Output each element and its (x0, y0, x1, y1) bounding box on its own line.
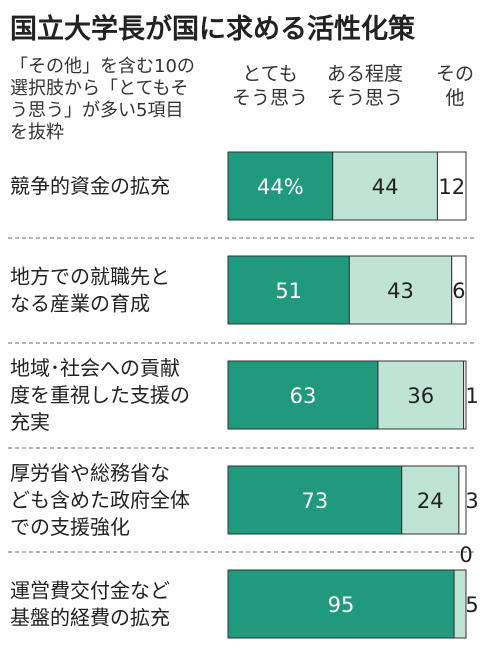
bar-2-seg-1 (377, 360, 465, 430)
bar-3-seg-2 (458, 465, 467, 535)
data-label-0-0: 44% (257, 175, 304, 199)
category-2-line-1: 度を重視した支援の (10, 383, 190, 407)
bar-0-seg-1 (332, 151, 438, 221)
bar-0-seg-0 (227, 151, 334, 221)
note-line-1: 選択肢から「とてもそ (10, 78, 188, 99)
bar-4-seg-1 (453, 569, 467, 639)
data-label-2-2: 1 (465, 384, 478, 408)
category-1-line-1: なる産業の育成 (10, 292, 150, 316)
note-line-2: う思う」が多い5項目 (10, 100, 183, 121)
category-3-line-0: 厚労省や総務省な (10, 461, 170, 485)
legend-0-line-0: とても (242, 63, 297, 85)
bar-2-seg-0 (227, 360, 379, 430)
category-2-line-2: 充実 (10, 410, 50, 434)
data-label-3-2: 3 (465, 489, 478, 513)
bar-1-seg-0 (227, 255, 350, 325)
data-label-1-1: 43 (387, 279, 414, 303)
bar-1-seg-2 (451, 255, 467, 325)
bar-0-seg-2 (436, 151, 467, 221)
note-line-3: を抜粋 (10, 122, 64, 143)
data-label-4-0: 95 (328, 593, 355, 617)
category-4-line-1: 基盤的経費の拡充 (10, 606, 170, 630)
category-3-line-2: での支援強化 (10, 515, 130, 539)
category-0-line-0: 競争的資金の拡充 (10, 174, 170, 198)
data-label-2-1: 36 (407, 384, 434, 408)
legend-0-line-1: そう思う (232, 87, 308, 109)
data-label-1-2: 6 (452, 279, 465, 303)
data-label-3-0: 73 (302, 489, 329, 513)
category-2-line-0: 地域･社会への貢献 (10, 356, 180, 380)
bar-4-seg-0 (227, 569, 455, 639)
data-label-4-2: 0 (459, 543, 472, 567)
legend-1-line-0: ある程度 (327, 63, 403, 85)
chart-title: 国立大学長が国に求める活性化策 (10, 13, 416, 45)
data-label-0-1: 44 (372, 175, 399, 199)
category-1-line-0: 地方での就職先と (10, 265, 170, 289)
legend-2-line-0: その (436, 63, 474, 85)
bar-3-seg-0 (227, 465, 403, 535)
data-label-4-1: 5 (465, 593, 478, 617)
bar-3-seg-1 (401, 465, 460, 535)
data-label-0-2: 12 (438, 175, 465, 199)
category-4-line-0: 運営費交付金など (10, 579, 170, 603)
note-line-0: 「その他」を含む10の (10, 56, 195, 77)
bar-2-seg-2 (463, 360, 467, 430)
data-label-3-1: 24 (417, 489, 444, 513)
data-label-2-0: 63 (290, 384, 317, 408)
legend-1-line-1: そう思う (327, 87, 403, 109)
legend-2-line-1: 他 (445, 87, 464, 109)
category-3-line-1: ども含めた政府全体 (10, 488, 190, 512)
data-label-1-0: 51 (275, 279, 302, 303)
bar-1-seg-1 (348, 255, 453, 325)
